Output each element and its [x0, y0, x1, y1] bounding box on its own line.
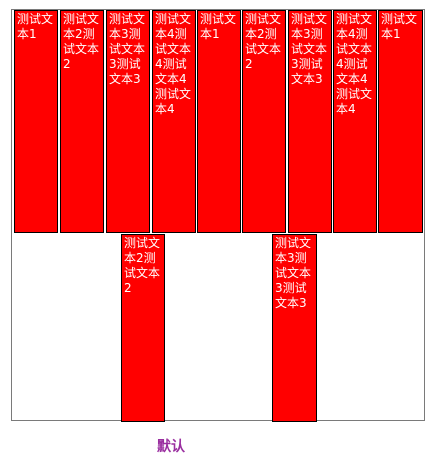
text-box-label: 测试文本3测试文本3测试文本3: [291, 12, 328, 86]
text-box-label: 测试文本1: [200, 12, 237, 41]
text-box-label: 测试文本2测试文本2: [124, 236, 161, 295]
text-box-9: 测试文本1: [378, 10, 423, 233]
text-box-11: 测试文本3测试文本3测试文本3: [272, 234, 317, 422]
text-box-6: 测试文本2测试文本2: [242, 10, 286, 233]
text-box-label: 测试文本3测试文本3测试文本3: [109, 12, 146, 86]
text-box-7: 测试文本3测试文本3测试文本3: [288, 10, 332, 233]
text-box-label: 测试文本4测试文本4测试文本4测试文本4: [155, 12, 192, 116]
flex-container: 测试文本1 测试文本2测试文本2 测试文本3测试文本3测试文本3 测试文本4测试…: [11, 9, 425, 422]
text-box-label: 测试文本4测试文本4测试文本4测试文本4: [336, 12, 373, 116]
text-box-10: 测试文本2测试文本2: [121, 234, 165, 422]
text-box-8: 测试文本4测试文本4测试文本4测试文本4: [333, 10, 377, 233]
text-box-1: 测试文本1: [14, 10, 58, 233]
default-label[interactable]: 默认: [157, 439, 185, 455]
text-box-4: 测试文本4测试文本4测试文本4测试文本4: [152, 10, 196, 233]
text-box-label: 测试文本2测试文本2: [245, 12, 282, 71]
text-box-3: 测试文本3测试文本3测试文本3: [106, 10, 150, 233]
text-box-2: 测试文本2测试文本2: [60, 10, 104, 233]
text-box-label: 测试文本1: [17, 12, 54, 41]
text-box-label: 测试文本3测试文本3测试文本3: [275, 236, 312, 310]
text-box-label: 测试文本1: [381, 12, 418, 41]
text-box-5: 测试文本1: [197, 10, 241, 233]
text-box-label: 测试文本2测试文本2: [63, 12, 100, 71]
